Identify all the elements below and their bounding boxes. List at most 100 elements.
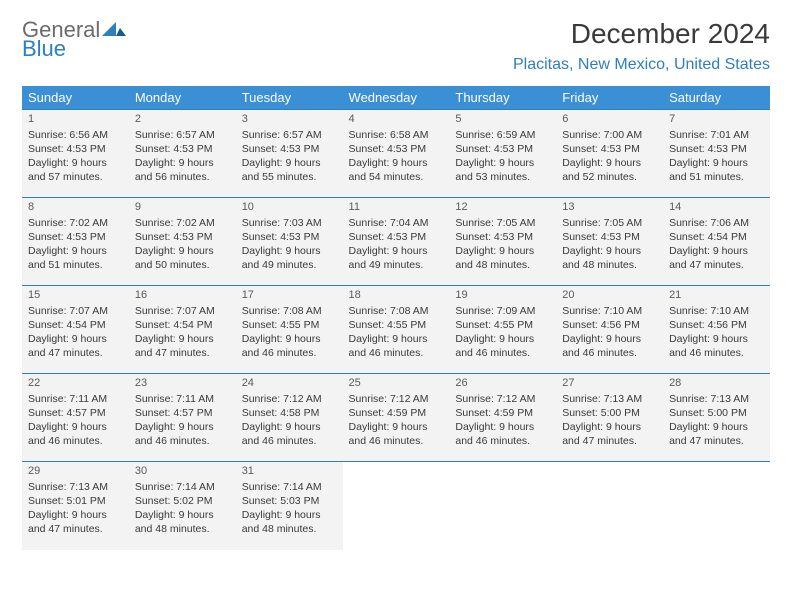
sunset-text: Sunset: 4:54 PM <box>135 318 230 332</box>
daylight-text: Daylight: 9 hours <box>455 332 550 346</box>
daylight-text: and 49 minutes. <box>242 258 337 272</box>
daylight-text: and 50 minutes. <box>135 258 230 272</box>
day-number: 28 <box>669 376 764 391</box>
sunset-text: Sunset: 4:53 PM <box>135 230 230 244</box>
calendar-day-cell: 28Sunrise: 7:13 AMSunset: 5:00 PMDayligh… <box>663 374 770 462</box>
daylight-text: Daylight: 9 hours <box>28 508 123 522</box>
sunset-text: Sunset: 4:57 PM <box>28 406 123 420</box>
daylight-text: Daylight: 9 hours <box>242 244 337 258</box>
daylight-text: Daylight: 9 hours <box>28 420 123 434</box>
day-number: 14 <box>669 200 764 215</box>
sunset-text: Sunset: 5:01 PM <box>28 494 123 508</box>
sunrise-text: Sunrise: 7:00 AM <box>562 128 657 142</box>
daylight-text: Daylight: 9 hours <box>349 244 444 258</box>
calendar-day-cell <box>449 462 556 550</box>
calendar-week-row: 1Sunrise: 6:56 AMSunset: 4:53 PMDaylight… <box>22 110 770 198</box>
calendar-day-cell: 30Sunrise: 7:14 AMSunset: 5:02 PMDayligh… <box>129 462 236 550</box>
calendar-day-cell: 10Sunrise: 7:03 AMSunset: 4:53 PMDayligh… <box>236 198 343 286</box>
calendar-day-cell: 23Sunrise: 7:11 AMSunset: 4:57 PMDayligh… <box>129 374 236 462</box>
sunrise-text: Sunrise: 7:13 AM <box>562 392 657 406</box>
day-number: 31 <box>242 464 337 479</box>
calendar-day-cell: 29Sunrise: 7:13 AMSunset: 5:01 PMDayligh… <box>22 462 129 550</box>
sunset-text: Sunset: 4:55 PM <box>455 318 550 332</box>
calendar-day-cell: 4Sunrise: 6:58 AMSunset: 4:53 PMDaylight… <box>343 110 450 198</box>
sunrise-text: Sunrise: 7:14 AM <box>135 480 230 494</box>
sunrise-text: Sunrise: 7:08 AM <box>349 304 444 318</box>
day-number: 27 <box>562 376 657 391</box>
daylight-text: Daylight: 9 hours <box>669 244 764 258</box>
daylight-text: and 46 minutes. <box>669 346 764 360</box>
calendar-day-cell <box>663 462 770 550</box>
sunset-text: Sunset: 4:58 PM <box>242 406 337 420</box>
calendar-day-cell: 21Sunrise: 7:10 AMSunset: 4:56 PMDayligh… <box>663 286 770 374</box>
daylight-text: Daylight: 9 hours <box>242 156 337 170</box>
daylight-text: Daylight: 9 hours <box>562 420 657 434</box>
daylight-text: and 57 minutes. <box>28 170 123 184</box>
day-number: 8 <box>28 200 123 215</box>
sunrise-text: Sunrise: 7:09 AM <box>455 304 550 318</box>
calendar-day-cell: 25Sunrise: 7:12 AMSunset: 4:59 PMDayligh… <box>343 374 450 462</box>
daylight-text: and 48 minutes. <box>242 522 337 536</box>
daylight-text: and 47 minutes. <box>669 434 764 448</box>
daylight-text: and 52 minutes. <box>562 170 657 184</box>
day-number: 4 <box>349 112 444 127</box>
month-title: December 2024 <box>513 18 770 50</box>
day-number: 12 <box>455 200 550 215</box>
sunrise-text: Sunrise: 6:56 AM <box>28 128 123 142</box>
daylight-text: and 48 minutes. <box>455 258 550 272</box>
calendar-day-cell: 17Sunrise: 7:08 AMSunset: 4:55 PMDayligh… <box>236 286 343 374</box>
daylight-text: and 47 minutes. <box>135 346 230 360</box>
day-number: 7 <box>669 112 764 127</box>
calendar-day-cell: 7Sunrise: 7:01 AMSunset: 4:53 PMDaylight… <box>663 110 770 198</box>
sunrise-text: Sunrise: 7:07 AM <box>28 304 123 318</box>
daylight-text: Daylight: 9 hours <box>669 156 764 170</box>
calendar-day-cell: 12Sunrise: 7:05 AMSunset: 4:53 PMDayligh… <box>449 198 556 286</box>
daylight-text: Daylight: 9 hours <box>455 244 550 258</box>
weekday-header: Sunday <box>22 86 129 110</box>
day-number: 30 <box>135 464 230 479</box>
daylight-text: Daylight: 9 hours <box>455 156 550 170</box>
daylight-text: Daylight: 9 hours <box>135 332 230 346</box>
sunset-text: Sunset: 4:53 PM <box>455 142 550 156</box>
sunset-text: Sunset: 4:53 PM <box>562 142 657 156</box>
daylight-text: and 46 minutes. <box>349 346 444 360</box>
day-number: 20 <box>562 288 657 303</box>
sunset-text: Sunset: 5:00 PM <box>669 406 764 420</box>
calendar-week-row: 22Sunrise: 7:11 AMSunset: 4:57 PMDayligh… <box>22 374 770 462</box>
weekday-header-row: Sunday Monday Tuesday Wednesday Thursday… <box>22 86 770 110</box>
sunset-text: Sunset: 4:53 PM <box>28 142 123 156</box>
sunrise-text: Sunrise: 7:07 AM <box>135 304 230 318</box>
calendar-day-cell: 1Sunrise: 6:56 AMSunset: 4:53 PMDaylight… <box>22 110 129 198</box>
day-number: 3 <box>242 112 337 127</box>
calendar-day-cell <box>556 462 663 550</box>
sunrise-text: Sunrise: 7:12 AM <box>455 392 550 406</box>
daylight-text: and 46 minutes. <box>455 346 550 360</box>
calendar-day-cell: 9Sunrise: 7:02 AMSunset: 4:53 PMDaylight… <box>129 198 236 286</box>
sunset-text: Sunset: 4:53 PM <box>562 230 657 244</box>
sunset-text: Sunset: 5:02 PM <box>135 494 230 508</box>
daylight-text: and 47 minutes. <box>669 258 764 272</box>
logo-mark-icon <box>102 20 126 40</box>
daylight-text: Daylight: 9 hours <box>349 156 444 170</box>
daylight-text: and 46 minutes. <box>349 434 444 448</box>
calendar-day-cell: 14Sunrise: 7:06 AMSunset: 4:54 PMDayligh… <box>663 198 770 286</box>
calendar-day-cell: 26Sunrise: 7:12 AMSunset: 4:59 PMDayligh… <box>449 374 556 462</box>
sunset-text: Sunset: 4:56 PM <box>669 318 764 332</box>
calendar-day-cell: 13Sunrise: 7:05 AMSunset: 4:53 PMDayligh… <box>556 198 663 286</box>
daylight-text: Daylight: 9 hours <box>349 332 444 346</box>
daylight-text: and 49 minutes. <box>349 258 444 272</box>
daylight-text: and 56 minutes. <box>135 170 230 184</box>
day-number: 15 <box>28 288 123 303</box>
sunrise-text: Sunrise: 7:11 AM <box>135 392 230 406</box>
day-number: 21 <box>669 288 764 303</box>
day-number: 23 <box>135 376 230 391</box>
sunset-text: Sunset: 4:53 PM <box>135 142 230 156</box>
day-number: 6 <box>562 112 657 127</box>
sunrise-text: Sunrise: 6:57 AM <box>242 128 337 142</box>
daylight-text: Daylight: 9 hours <box>28 244 123 258</box>
day-number: 26 <box>455 376 550 391</box>
sunrise-text: Sunrise: 7:13 AM <box>669 392 764 406</box>
daylight-text: and 46 minutes. <box>242 346 337 360</box>
sunrise-text: Sunrise: 7:04 AM <box>349 216 444 230</box>
sunrise-text: Sunrise: 7:13 AM <box>28 480 123 494</box>
